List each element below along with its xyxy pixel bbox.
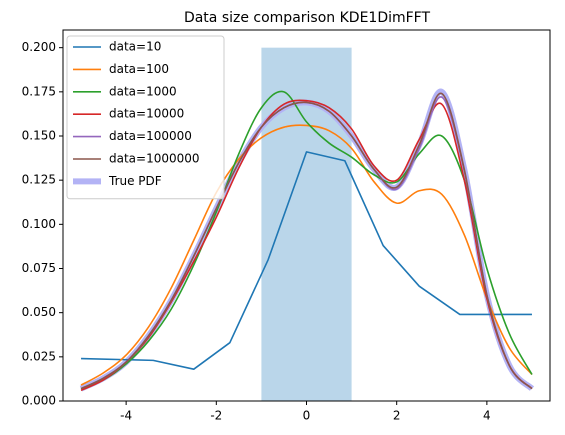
- y-tick-label: 0.100: [22, 217, 56, 231]
- legend-label: data=10: [109, 40, 161, 54]
- legend-label: data=1000000: [109, 152, 200, 166]
- series-line: [80, 124, 533, 386]
- legend: data=10 data=100 data=1000 data=10000 data=1…: [66, 35, 225, 200]
- legend-label: data=100: [109, 62, 169, 76]
- y-tick-label: 0.200: [22, 40, 56, 54]
- series-line: [80, 99, 533, 392]
- y-tick-label: 0.125: [22, 173, 56, 187]
- legend-box: [66, 35, 225, 200]
- y-tick-label: 0.075: [22, 261, 56, 275]
- legend-label: data=1000: [109, 84, 177, 98]
- x-tick-label: 0: [303, 409, 311, 423]
- y-tick-label: 0.025: [22, 349, 56, 363]
- y-tick-label: 0.150: [22, 129, 56, 143]
- legend-label: data=10000: [109, 107, 184, 121]
- span: [261, 47, 352, 402]
- legend-label: True PDF: [108, 174, 162, 188]
- series-line: [81, 151, 532, 370]
- x-tick-label: -4: [120, 409, 132, 423]
- legend-label: data=100000: [109, 129, 192, 143]
- x-tick-label: -2: [210, 409, 222, 423]
- chart-title: Data size comparison KDE1DimFFT: [184, 10, 431, 26]
- x-tick-label: 4: [483, 409, 491, 423]
- y-tick-label: 0.000: [22, 394, 56, 408]
- y-tick-label: 0.175: [22, 84, 56, 98]
- series-line: [80, 92, 533, 390]
- y-tick-label: 0.050: [22, 305, 56, 319]
- x-tick-label: 2: [393, 409, 401, 423]
